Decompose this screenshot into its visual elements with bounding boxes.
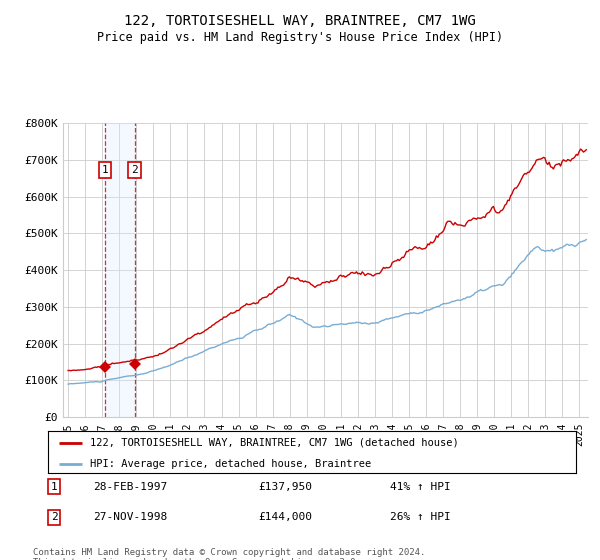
Text: 122, TORTOISESHELL WAY, BRAINTREE, CM7 1WG (detached house): 122, TORTOISESHELL WAY, BRAINTREE, CM7 1… <box>90 437 459 447</box>
Text: 1: 1 <box>101 165 108 175</box>
Text: Contains HM Land Registry data © Crown copyright and database right 2024.
This d: Contains HM Land Registry data © Crown c… <box>33 548 425 560</box>
Text: 1: 1 <box>50 482 58 492</box>
Text: HPI: Average price, detached house, Braintree: HPI: Average price, detached house, Brai… <box>90 459 371 469</box>
Text: 122, TORTOISESHELL WAY, BRAINTREE, CM7 1WG: 122, TORTOISESHELL WAY, BRAINTREE, CM7 1… <box>124 14 476 28</box>
Text: 26% ↑ HPI: 26% ↑ HPI <box>390 512 451 522</box>
Text: 28-FEB-1997: 28-FEB-1997 <box>93 482 167 492</box>
Text: 2: 2 <box>50 512 58 522</box>
Bar <box>105 123 134 417</box>
Text: £137,950: £137,950 <box>258 482 312 492</box>
Text: £144,000: £144,000 <box>258 512 312 522</box>
Text: 41% ↑ HPI: 41% ↑ HPI <box>390 482 451 492</box>
Text: 27-NOV-1998: 27-NOV-1998 <box>93 512 167 522</box>
Text: 2: 2 <box>131 165 138 175</box>
Text: Price paid vs. HM Land Registry's House Price Index (HPI): Price paid vs. HM Land Registry's House … <box>97 31 503 44</box>
